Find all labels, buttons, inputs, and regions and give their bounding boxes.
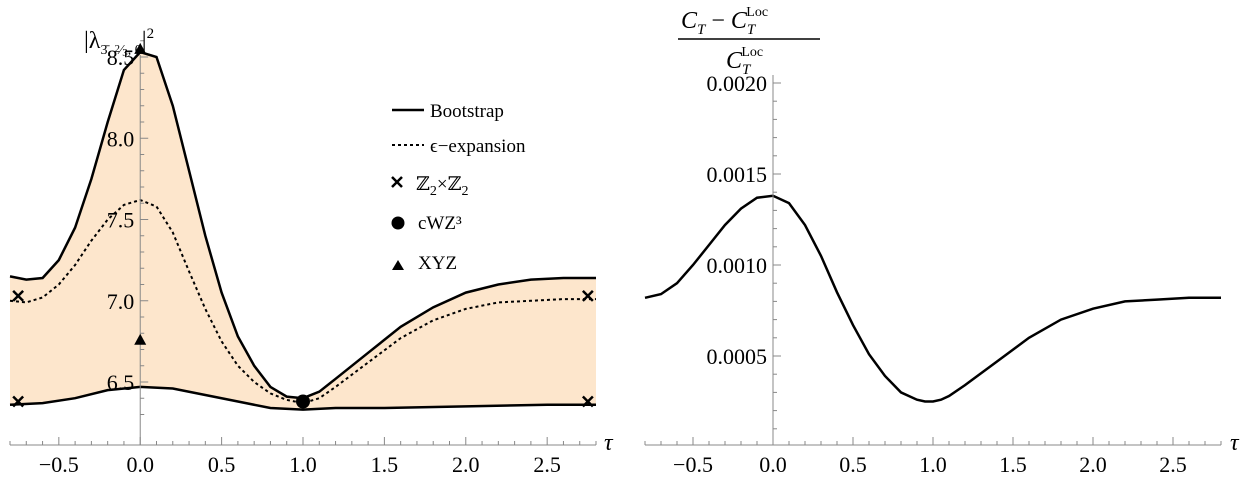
y-tick-label: 7.5 [107,208,135,233]
z2xz2-point [12,395,25,408]
cwz3-point [296,394,310,409]
bootstrap-band [10,52,596,410]
left-ylabel: |λ3̄, 2⁄3, 0|2 [84,26,154,59]
x-tick-label: 2.0 [1079,452,1107,477]
xyz-point [134,333,147,345]
x-tick-label: −0.5 [673,452,713,477]
left-panel: −0.5 0.0 0.5 1.0 1.5 2.0 2.5 6.5 7.0 7.5 8.0 8.5 |λ… [9,26,614,477]
svg-text:CT − CTLoc: CT − CTLoc [681,5,768,38]
y-tick-label: 0.0010 [707,253,768,278]
legend-item-epsilon: ϵ−expansion [392,136,526,157]
y-tick-label: 8.0 [107,126,135,151]
y-tick-label: 7.0 [107,289,135,314]
x-tick-label: 0.5 [208,452,236,477]
right-xlabel: τ [1230,430,1240,456]
xyz-point [134,42,147,54]
x-tick-label: 1.0 [919,452,947,477]
z2xz2-point [581,395,594,408]
legend-item-z2xz2: ℤ2×ℤ2 [391,174,468,199]
right-panel: −0.5 0.0 0.5 1.0 1.5 2.0 2.5 0.0005 0.0010 0.0015… [644,5,1240,477]
z2xz2-point [12,289,25,302]
x-tick-label: 1.5 [999,452,1027,477]
legend-label-z2xz2: ℤ2×ℤ2 [416,174,468,199]
z2xz2-point [581,289,594,302]
x-tick-label: 1.5 [371,452,399,477]
x-tick-label: 2.5 [1159,452,1187,477]
legend-label-xyz: XYZ [418,253,457,274]
legend-label-bootstrap: Bootstrap [430,101,504,122]
legend-item-bootstrap: Bootstrap [392,101,504,122]
y-tick-label: 0.0020 [707,71,768,96]
x-tick-label: 2.0 [452,452,480,477]
right-ylabel: CT − CTLoc CTLoc [678,5,820,78]
x-tick-label: 0.5 [839,452,867,477]
ct-ratio-curve [644,194,1221,403]
left-points [12,42,594,409]
legend-item-xyz: XYZ [392,253,457,274]
bootstrap-upper-curve [9,50,596,400]
left-xlabel: τ [604,430,614,456]
x-tick-label: 2.5 [533,452,561,477]
legend-label-cwz3: cWZ³ [418,213,462,234]
x-tick-label: −0.5 [39,452,79,477]
x-tick-label: 0.0 [126,452,154,477]
bootstrap-lower-curve [9,385,596,411]
y-tick-label: 0.0015 [707,162,768,187]
svg-text:CTLoc: CTLoc [726,45,763,78]
y-tick-label: 8.5 [107,45,135,70]
legend-item-cwz3: cWZ³ [391,213,462,234]
x-tick-label: 1.0 [289,452,317,477]
left-ticks: −0.5 0.0 0.5 1.0 1.5 2.0 2.5 6.5 7.0 7.5 8.0 8.5 [9,40,597,477]
y-tick-label: 6.5 [107,370,135,395]
legend: Bootstrap ϵ−expansion ℤ2×ℤ2 cWZ³ XYZ [391,101,526,274]
legend-label-epsilon: ϵ−expansion [430,136,526,157]
y-tick-label: 0.0005 [707,344,768,369]
x-tick-label: 0.0 [759,452,787,477]
right-ticks: −0.5 0.0 0.5 1.0 1.5 2.0 2.5 0.0005 0.0010 0.0015… [644,71,1222,477]
